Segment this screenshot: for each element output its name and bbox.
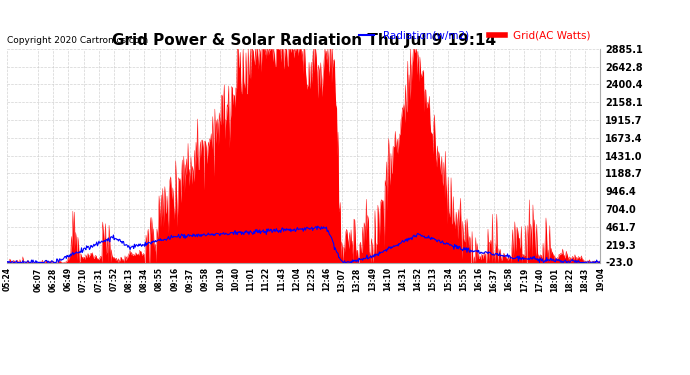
Title: Grid Power & Solar Radiation Thu Jul 9 19:14: Grid Power & Solar Radiation Thu Jul 9 1… xyxy=(112,33,495,48)
Legend: Radiation(w/m2), Grid(AC Watts): Radiation(w/m2), Grid(AC Watts) xyxy=(355,26,595,45)
Text: Copyright 2020 Cartronics.com: Copyright 2020 Cartronics.com xyxy=(7,36,148,45)
